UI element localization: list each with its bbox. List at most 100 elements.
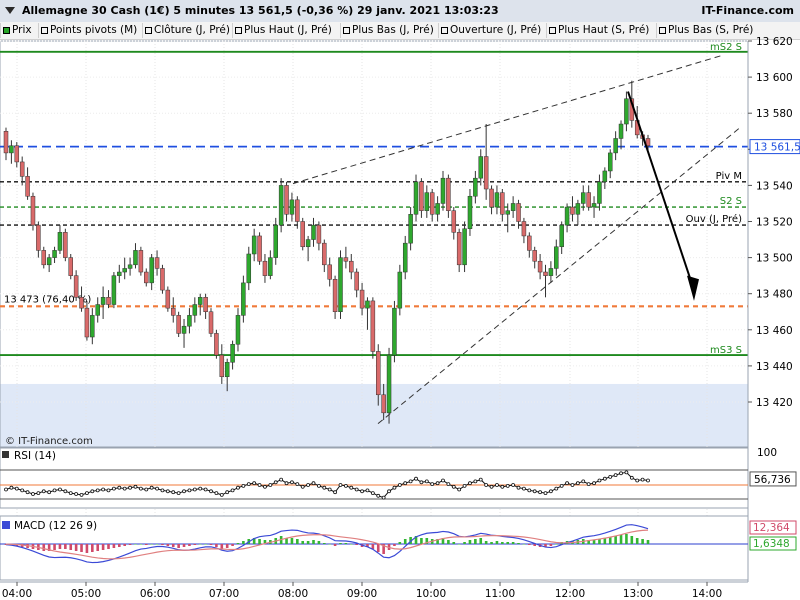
legend-item[interactable]: Plus Haut (J, Pré) bbox=[232, 23, 332, 38]
rsi-point bbox=[624, 470, 629, 475]
support-zone bbox=[0, 383, 748, 447]
rsi-point bbox=[133, 484, 138, 489]
rsi-point bbox=[608, 474, 613, 479]
x-tick-label: 09:00 bbox=[347, 588, 377, 600]
candle bbox=[413, 174, 419, 222]
rsi-point bbox=[74, 492, 79, 496]
rsi-dots bbox=[4, 470, 650, 500]
macd-bar bbox=[457, 544, 461, 545]
candle bbox=[127, 257, 133, 276]
macd-bar bbox=[344, 543, 348, 544]
candle-body bbox=[413, 181, 419, 215]
upper-trendline bbox=[292, 54, 723, 185]
rsi-point bbox=[392, 485, 397, 490]
lower-trendline bbox=[377, 127, 741, 425]
candle-body bbox=[246, 253, 252, 284]
dropdown-arrow-icon[interactable] bbox=[5, 7, 15, 14]
candle bbox=[359, 282, 365, 316]
candle-body bbox=[322, 242, 327, 266]
rsi-point bbox=[629, 475, 634, 480]
candle bbox=[376, 344, 381, 406]
candle-body bbox=[154, 257, 160, 269]
macd-title: MACD (12 26 9) bbox=[14, 520, 97, 532]
candle-body bbox=[451, 210, 457, 233]
level-label: Piv M bbox=[716, 171, 742, 182]
candle-body bbox=[300, 221, 305, 248]
macd-bar bbox=[296, 539, 299, 544]
legend-item[interactable]: Ouverture (J, Pré) bbox=[438, 23, 541, 38]
macd-bar bbox=[452, 542, 456, 544]
candle bbox=[197, 293, 203, 316]
candle-body bbox=[543, 271, 548, 276]
candle-body bbox=[57, 232, 63, 251]
candle-body bbox=[68, 257, 73, 276]
x-tick-label: 04:00 bbox=[2, 588, 32, 600]
y-axis-value: 100 bbox=[757, 447, 777, 459]
rsi-point bbox=[203, 487, 208, 492]
macd-bar bbox=[511, 542, 515, 544]
candle-body bbox=[197, 297, 203, 305]
macd-bar bbox=[474, 539, 477, 544]
candle-body bbox=[429, 192, 435, 215]
legend-item[interactable]: Plus Bas (J, Pré) bbox=[340, 23, 434, 38]
macd-bar bbox=[323, 543, 326, 544]
rsi-point bbox=[225, 490, 230, 495]
macd-swatch-icon bbox=[2, 521, 10, 529]
rsi-point bbox=[236, 485, 240, 490]
y-tick-label: 13 460 bbox=[756, 325, 793, 337]
candle bbox=[219, 344, 225, 384]
rsi-point bbox=[570, 483, 575, 487]
legend-label: Prix bbox=[12, 24, 32, 36]
macd-value-badge bbox=[749, 520, 797, 535]
rsi-point bbox=[160, 488, 165, 493]
legend-item[interactable]: Points pivots (M) bbox=[38, 23, 137, 38]
candle bbox=[246, 246, 252, 291]
candle-body bbox=[349, 260, 354, 273]
legend-swatch-icon bbox=[3, 27, 10, 34]
legend-item[interactable]: Plus Haut (S, Pré) bbox=[546, 23, 649, 38]
candle-body bbox=[30, 195, 36, 226]
legend-swatch-icon bbox=[549, 27, 556, 34]
level-label: Ouv (J, Pré) bbox=[686, 213, 742, 225]
macd-bar bbox=[495, 541, 499, 544]
rsi-point bbox=[532, 489, 537, 494]
candle-body bbox=[14, 145, 20, 163]
macd-bar bbox=[608, 537, 612, 544]
candle-body bbox=[46, 257, 52, 266]
candle-body bbox=[570, 206, 575, 215]
candle-body bbox=[273, 224, 278, 258]
legend-item[interactable]: Clôture (J, Pré) bbox=[142, 23, 230, 38]
candle bbox=[278, 178, 284, 233]
candle bbox=[489, 185, 494, 215]
rsi-point bbox=[58, 487, 62, 492]
rsi-point bbox=[122, 486, 127, 491]
y-tick-label: 13 440 bbox=[756, 361, 793, 373]
candle bbox=[14, 142, 20, 168]
candle-body bbox=[214, 333, 219, 356]
candle-body bbox=[268, 257, 273, 276]
candle bbox=[230, 340, 235, 370]
macd-bar bbox=[144, 544, 148, 545]
legend-item[interactable]: Prix bbox=[0, 23, 32, 38]
macd-bar bbox=[252, 538, 256, 544]
candle bbox=[618, 120, 624, 150]
rsi-point bbox=[165, 489, 170, 494]
legend-item[interactable]: Plus Bas (S, Pré) bbox=[656, 23, 753, 38]
macd-bar bbox=[290, 538, 294, 544]
y-tick-label: 13 480 bbox=[756, 289, 793, 301]
rsi-point bbox=[182, 489, 186, 494]
macd-bar bbox=[533, 544, 537, 546]
rsi-point bbox=[451, 484, 456, 489]
rsi-point bbox=[619, 471, 623, 476]
macd-bar bbox=[58, 544, 62, 549]
candle bbox=[564, 203, 570, 233]
candle-body bbox=[564, 206, 570, 226]
macd-bar bbox=[166, 544, 170, 546]
macd-bar bbox=[317, 541, 321, 544]
rsi-point bbox=[306, 483, 311, 487]
candle bbox=[392, 300, 397, 363]
candle-body bbox=[3, 131, 9, 154]
rsi-point bbox=[360, 489, 364, 494]
macd-bar bbox=[215, 544, 218, 547]
candle-body bbox=[138, 250, 144, 273]
